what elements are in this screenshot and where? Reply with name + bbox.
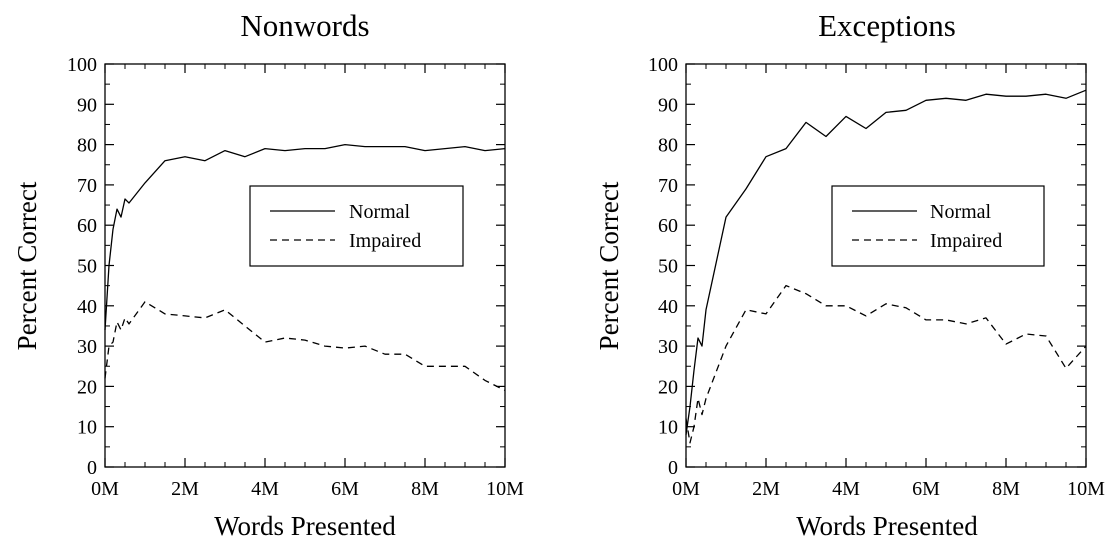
- x-tick-label: 10M: [486, 478, 524, 500]
- y-tick-label: 90: [658, 94, 678, 116]
- x-tick-label: 8M: [411, 478, 439, 500]
- x-tick-label: 10M: [1067, 478, 1105, 500]
- axis-ticks: 0 10 20 30 40 50 60 70 80 90 100 0M 2M 4M 6M 8M 10M: [67, 54, 524, 500]
- y-tick-label: 70: [658, 175, 678, 197]
- y-tick-label: 50: [77, 256, 97, 278]
- y-tick-label: 60: [77, 215, 97, 237]
- legend-label-normal: Normal: [930, 201, 992, 223]
- y-tick-label: 90: [77, 94, 97, 116]
- series-line-impaired: [104, 301, 506, 391]
- x-tick-label: 4M: [832, 478, 860, 500]
- chart-title: Exceptions: [818, 8, 956, 43]
- x-tick-label: 2M: [752, 478, 780, 500]
- y-tick-label: 20: [77, 376, 97, 398]
- legend: Normal Impaired: [831, 185, 1045, 267]
- axis-ticks: 0 10 20 30 40 50 60 70 80 90 100 0M 2M 4M 6M 8M 10M: [648, 54, 1105, 500]
- x-tick-label: 2M: [171, 478, 199, 500]
- y-tick-label: 70: [77, 175, 97, 197]
- legend-box: [249, 185, 464, 267]
- y-tick-label: 20: [658, 376, 678, 398]
- y-tick-label: 50: [658, 256, 678, 278]
- legend-label-normal: Normal: [349, 201, 411, 223]
- y-tick-label: 80: [658, 135, 678, 157]
- legend-label-impaired: Impaired: [930, 230, 1002, 252]
- series-line-normal: [104, 143, 506, 331]
- y-tick-label: 40: [658, 296, 678, 318]
- y-tick-label: 10: [77, 417, 97, 439]
- series-group: [104, 143, 506, 391]
- legend-box: [831, 185, 1045, 267]
- y-tick-label: 40: [77, 296, 97, 318]
- x-tick-label: 6M: [331, 478, 359, 500]
- x-tick-label: 6M: [912, 478, 940, 500]
- chart-title: Nonwords: [240, 8, 369, 43]
- series-line-normal: [685, 89, 1087, 435]
- x-tick-label: 0M: [91, 478, 119, 500]
- series-group: [685, 89, 1087, 444]
- y-tick-label: 100: [648, 54, 678, 76]
- x-axis-label: Words Presented: [796, 511, 978, 541]
- x-tick-label: 0M: [672, 478, 700, 500]
- series-line-impaired: [685, 284, 1087, 444]
- legend-label-impaired: Impaired: [349, 230, 421, 252]
- x-tick-label: 4M: [251, 478, 279, 500]
- y-tick-label: 0: [668, 457, 678, 479]
- y-axis-label: Percent Correct: [594, 181, 624, 350]
- y-tick-label: 80: [77, 135, 97, 157]
- chart-panel-exceptions: Exceptions Words Presented Percent Corre…: [594, 8, 1105, 541]
- y-tick-label: 10: [658, 417, 678, 439]
- y-tick-label: 100: [67, 54, 97, 76]
- y-axis-label: Percent Correct: [12, 181, 42, 350]
- x-tick-label: 8M: [992, 478, 1020, 500]
- y-tick-label: 60: [658, 215, 678, 237]
- y-tick-label: 30: [77, 336, 97, 358]
- legend: Normal Impaired: [249, 185, 464, 267]
- y-tick-label: 0: [87, 457, 97, 479]
- chart-panel-nonwords: Nonwords Words Presented Percent Correct…: [12, 8, 524, 541]
- x-axis-label: Words Presented: [214, 511, 396, 541]
- y-tick-label: 30: [658, 336, 678, 358]
